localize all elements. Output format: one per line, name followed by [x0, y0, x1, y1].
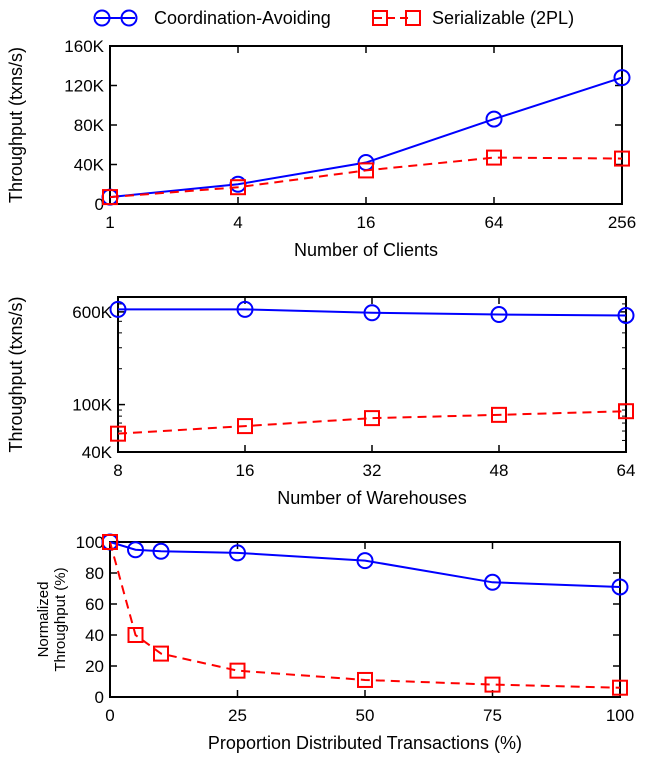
y-axis-label: Normalized — [35, 582, 52, 658]
x-tick-label: 100 — [606, 706, 634, 725]
series-line-coordination-avoiding — [109, 541, 621, 588]
y-tick-label: 160K — [64, 37, 104, 56]
y-axis-label: Throughput (txns/s) — [6, 296, 26, 452]
chart-panel-3: 0 20 40 60 80 100 0 25 50 75 100 Proportion Distrib… — [35, 533, 634, 753]
x-tick-label: 256 — [608, 213, 636, 232]
data-point-circle — [127, 541, 144, 559]
y-tick-label: 80K — [74, 116, 105, 135]
x-axis-label: Number of Warehouses — [277, 488, 466, 508]
legend-item-serializable: Serializable (2PL) — [372, 8, 574, 28]
y-tick-label: 40 — [85, 626, 104, 645]
y-tick-label: 60 — [85, 595, 104, 614]
legend-item-coordination-avoiding: Coordination-Avoiding — [93, 8, 331, 28]
data-point-circle — [613, 69, 631, 87]
x-axis-label: Proportion Distributed Transactions (%) — [208, 733, 522, 753]
data-point-circle — [484, 573, 501, 591]
data-point-circle — [229, 544, 246, 562]
y-tick-label: 100K — [72, 396, 112, 415]
data-point-circle — [152, 542, 170, 560]
data-point-square — [364, 410, 380, 427]
data-point-square — [357, 671, 373, 688]
y-tick-label: 40K — [82, 443, 113, 462]
y-axis-label: Throughput (txns/s) — [6, 47, 26, 203]
y-tick-label: 100 — [76, 533, 104, 552]
data-point-circle — [485, 110, 503, 128]
x-tick-label: 64 — [617, 461, 636, 480]
x-axis-label: Number of Clients — [294, 240, 438, 260]
legend-marker-circle-icon — [93, 9, 111, 27]
x-tick-label: 0 — [105, 706, 114, 725]
series-line-coordination-avoiding — [109, 76, 623, 199]
x-tick-label: 25 — [228, 706, 247, 725]
series-line-coordination-avoiding — [118, 308, 627, 317]
data-point-square — [612, 679, 628, 696]
series-line-serializable — [109, 541, 621, 689]
data-point-circle — [611, 578, 629, 596]
x-tick-label: 64 — [485, 213, 504, 232]
data-point-square — [230, 179, 246, 196]
data-point-square — [102, 534, 118, 550]
data-point-circle — [236, 300, 254, 318]
y-tick-label: 600K — [72, 303, 112, 322]
x-tick-label: 16 — [357, 213, 376, 232]
data-point-square — [110, 425, 126, 442]
legend-label-serializable: Serializable (2PL) — [432, 8, 574, 28]
x-tick-label: 32 — [363, 461, 382, 480]
x-tick-label: 1 — [105, 213, 114, 232]
legend-marker-circle-icon — [120, 9, 138, 27]
legend-marker-square-icon — [372, 10, 388, 26]
y-tick-label: 0 — [95, 195, 104, 214]
legend-label-coordination-avoiding: Coordination-Avoiding — [154, 8, 331, 28]
data-point-circle — [356, 552, 374, 570]
chart-panel-2: 40K 100K 600K 8 16 32 48 64 Number of Warehouses… — [6, 296, 635, 508]
legend-marker-square-icon — [405, 10, 421, 26]
data-point-square — [127, 627, 144, 643]
chart-panel-1: 0 40K 80K 120K 160K 1 4 16 64 256 Number of Client… — [6, 37, 636, 260]
data-point-square — [614, 150, 630, 167]
data-point-square — [486, 149, 502, 166]
x-tick-label: 8 — [113, 461, 122, 480]
x-tick-label: 50 — [356, 706, 375, 725]
x-tick-label: 48 — [490, 461, 509, 480]
data-point-square — [237, 418, 253, 435]
series-line-serializable — [109, 156, 623, 199]
data-point-square — [102, 189, 118, 206]
series-line-serializable — [117, 410, 627, 435]
legend: Coordination-Avoiding Serializable (2PL) — [93, 8, 574, 28]
x-tick-label: 75 — [483, 706, 502, 725]
data-point-circle — [363, 304, 381, 322]
data-point-circle — [490, 306, 508, 324]
x-tick-label: 4 — [233, 213, 242, 232]
data-point-circle — [617, 306, 635, 324]
x-tick-label: 16 — [236, 461, 255, 480]
plot-frame — [109, 45, 623, 205]
data-point-circle — [109, 300, 127, 318]
y-tick-label: 0 — [95, 688, 104, 707]
data-point-square — [358, 162, 374, 179]
data-point-square — [491, 406, 507, 423]
y-tick-label: 40K — [74, 156, 105, 175]
data-point-square — [618, 403, 634, 420]
data-point-square — [229, 662, 246, 679]
data-point-square — [153, 645, 169, 662]
y-tick-label: 80 — [85, 564, 104, 583]
y-axis-label: Throughput (%) — [52, 567, 69, 671]
y-tick-label: 20 — [85, 657, 104, 676]
data-point-square — [484, 676, 501, 693]
y-tick-label: 120K — [64, 77, 104, 96]
